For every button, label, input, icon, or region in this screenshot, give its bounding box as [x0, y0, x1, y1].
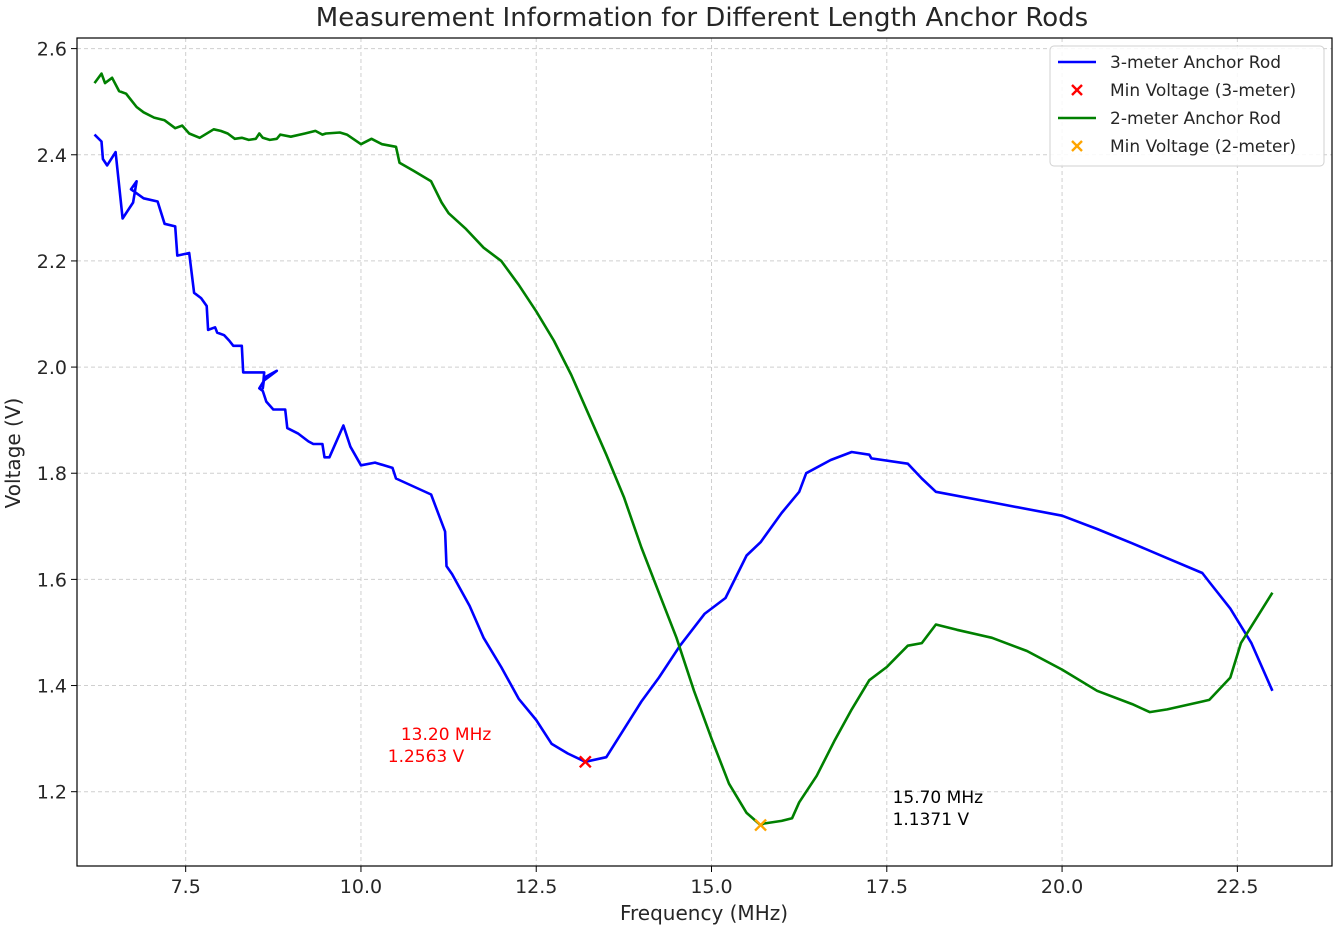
x-tick-label: 15.0	[690, 876, 732, 898]
annotation-1-line1: 15.70 MHz	[893, 788, 984, 808]
min-voltage-marker-1-stroke-b	[578, 755, 592, 769]
annotation-0-line1: 13.20 MHz	[401, 725, 492, 745]
x-tick-label: 12.5	[515, 876, 557, 898]
legend-label-2: 2-meter Anchor Rod	[1110, 109, 1281, 129]
legend-label-1: Min Voltage (3-meter)	[1110, 81, 1296, 101]
min-voltage-marker-1	[578, 755, 592, 769]
legend: 3-meter Anchor Rod Min Voltage (3-meter) 2…	[1049, 45, 1325, 167]
y-tick-label: 2.4	[37, 145, 67, 167]
y-tick-label: 2.6	[37, 39, 67, 61]
series-line-2	[93, 72, 1274, 827]
annotation-1-line2: 1.1371 V	[893, 810, 970, 830]
legend-marker-1	[1071, 84, 1083, 96]
chart-title: Measurement Information for Different Le…	[316, 3, 1088, 33]
y-tick-label: 1.6	[37, 569, 67, 591]
x-tick-label: 10.0	[340, 876, 382, 898]
series-layer	[93, 72, 1274, 832]
y-tick-label: 2.2	[37, 251, 67, 273]
legend-item-0: 3-meter Anchor Rod	[1058, 53, 1281, 73]
min-voltage-marker-3-stroke-b	[754, 818, 767, 832]
legend-item-3: Min Voltage (2-meter)	[1071, 137, 1296, 157]
x-tick-label: 22.5	[1216, 876, 1258, 898]
legend-item-2: 2-meter Anchor Rod	[1058, 109, 1281, 129]
y-tick-label: 2.0	[37, 357, 67, 379]
y-tick-label: 1.2	[37, 782, 67, 804]
legend-box	[1049, 45, 1325, 167]
series-line-0	[93, 133, 1274, 764]
legend-item-1: Min Voltage (3-meter)	[1071, 81, 1296, 101]
x-axis-label: Frequency (MHz)	[620, 901, 788, 925]
annotation-0-line2: 1.2563 V	[388, 747, 465, 767]
legend-marker-1-stroke-b	[1071, 84, 1083, 96]
x-tick-label: 7.5	[171, 876, 201, 898]
y-tick-label: 1.8	[37, 463, 67, 485]
legend-marker-3-stroke-b	[1071, 140, 1083, 152]
legend-marker-3	[1071, 140, 1083, 152]
y-tick-label: 1.4	[37, 676, 67, 698]
ticks: 7.5 10.0 12.5 15.0 17.5 20.0 22.5 1.2 1.4 1.6 1.8 2…	[37, 39, 1259, 898]
x-tick-label: 17.5	[866, 876, 908, 898]
plot-frame	[76, 37, 1333, 867]
y-axis-label: Voltage (V)	[1, 398, 25, 509]
legend-label-0: 3-meter Anchor Rod	[1110, 53, 1281, 73]
x-tick-label: 20.0	[1041, 876, 1083, 898]
min-voltage-marker-3	[754, 818, 767, 832]
legend-label-3: Min Voltage (2-meter)	[1110, 137, 1296, 157]
